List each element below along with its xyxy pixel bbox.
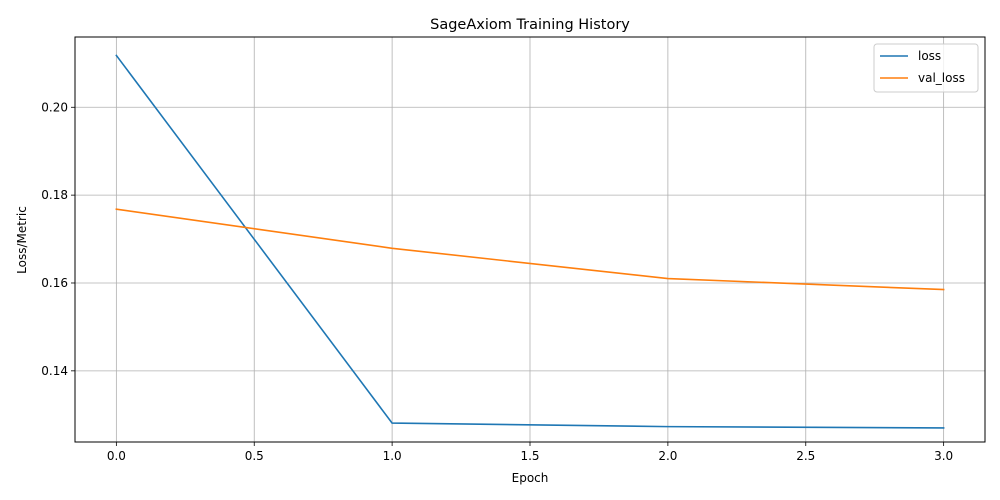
x-tick-label: 1.5: [520, 449, 539, 463]
y-axis-label: Loss/Metric: [15, 206, 29, 274]
x-axis: 0.0 0.5 1.0 1.5 2.0 2.5 3.0: [107, 442, 953, 463]
y-tick-label: 0.16: [41, 276, 68, 290]
chart-title: SageAxiom Training History: [430, 17, 630, 33]
series-line-loss: [115, 54, 945, 429]
x-tick-label: 0.5: [245, 449, 264, 463]
y-axis: 0.14 0.16 0.18 0.20: [41, 100, 75, 378]
x-tick-label: 2.0: [658, 449, 677, 463]
series-layer: [115, 54, 945, 429]
grid: [75, 37, 985, 442]
x-axis-label: Epoch: [512, 471, 549, 485]
y-tick-label: 0.18: [41, 188, 68, 202]
legend-label-val-loss: val_loss: [918, 71, 965, 85]
series-line-val-loss: [115, 208, 945, 291]
y-tick-label: 0.20: [41, 100, 68, 114]
x-tick-label: 1.0: [383, 449, 402, 463]
y-tick-label: 0.14: [41, 364, 68, 378]
x-tick-label: 2.5: [796, 449, 815, 463]
legend-label-loss: loss: [918, 49, 941, 63]
x-tick-label: 0.0: [107, 449, 126, 463]
legend: loss val_loss: [873, 43, 979, 93]
x-tick-label: 3.0: [934, 449, 953, 463]
